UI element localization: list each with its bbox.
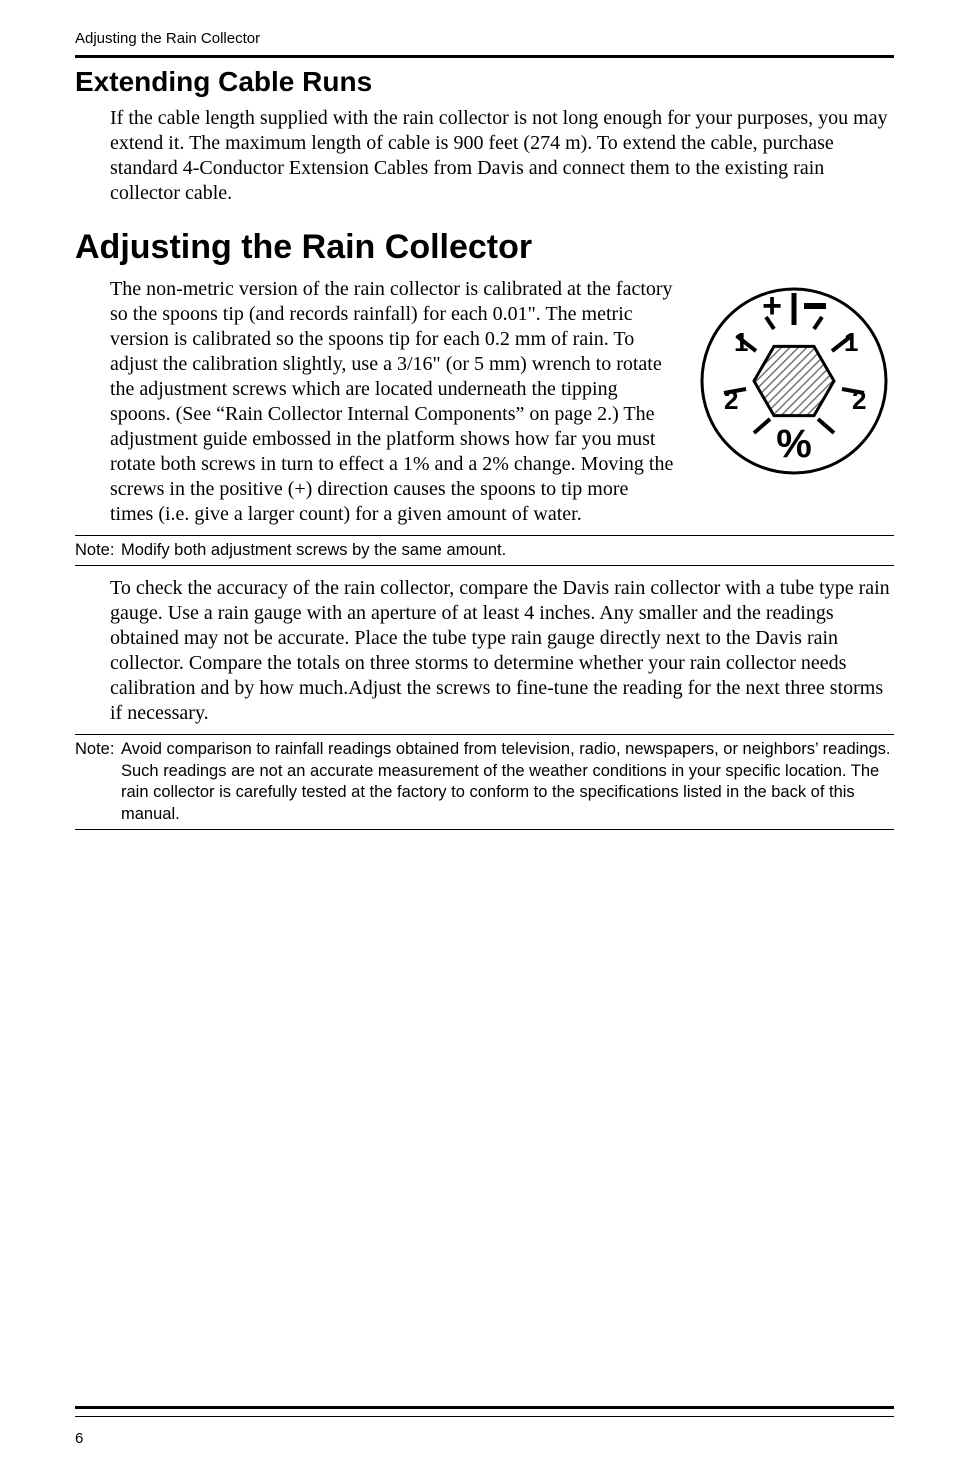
- note-2-rule-top: [75, 734, 894, 735]
- page-number: 6: [75, 1430, 83, 1447]
- header-rule-thick: [75, 55, 894, 58]
- svg-text:1: 1: [844, 327, 858, 357]
- note-1-rule-top: [75, 535, 894, 536]
- footer-rule-thick: [75, 1406, 894, 1409]
- note-2-wrap: Note: Avoid comparison to rainfall readi…: [75, 734, 894, 830]
- note-1-wrap: Note: Modify both adjustment screws by t…: [75, 535, 894, 566]
- body-adjusting-1-wrap: + 1 1 2 2 % The no: [110, 277, 894, 527]
- body-adjusting-2: To check the accuracy of the rain collec…: [110, 576, 894, 726]
- heading-adjusting: Adjusting the Rain Collector: [75, 228, 894, 267]
- svg-text:+: +: [762, 287, 782, 325]
- body-extending: If the cable length supplied with the ra…: [110, 106, 894, 206]
- note-body-1: Modify both adjustment screws by the sam…: [121, 540, 894, 561]
- note-label-1: Note:: [75, 540, 121, 561]
- note-1-rule-bottom: [75, 565, 894, 566]
- running-header: Adjusting the Rain Collector: [75, 30, 894, 47]
- note-label-2: Note:: [75, 739, 121, 825]
- footer-rule-thin: [75, 1416, 894, 1417]
- svg-text:2: 2: [852, 385, 866, 415]
- adjustment-guide-diagram: + 1 1 2 2 %: [694, 281, 894, 488]
- note-2-rule-bottom: [75, 829, 894, 830]
- heading-extending: Extending Cable Runs: [75, 66, 894, 98]
- body-adjusting-1: The non-metric version of the rain colle…: [110, 278, 673, 525]
- svg-text:1: 1: [734, 327, 748, 357]
- svg-text:%: %: [776, 422, 812, 466]
- note-body-2: Avoid comparison to rainfall readings ob…: [121, 739, 894, 825]
- svg-text:2: 2: [724, 385, 738, 415]
